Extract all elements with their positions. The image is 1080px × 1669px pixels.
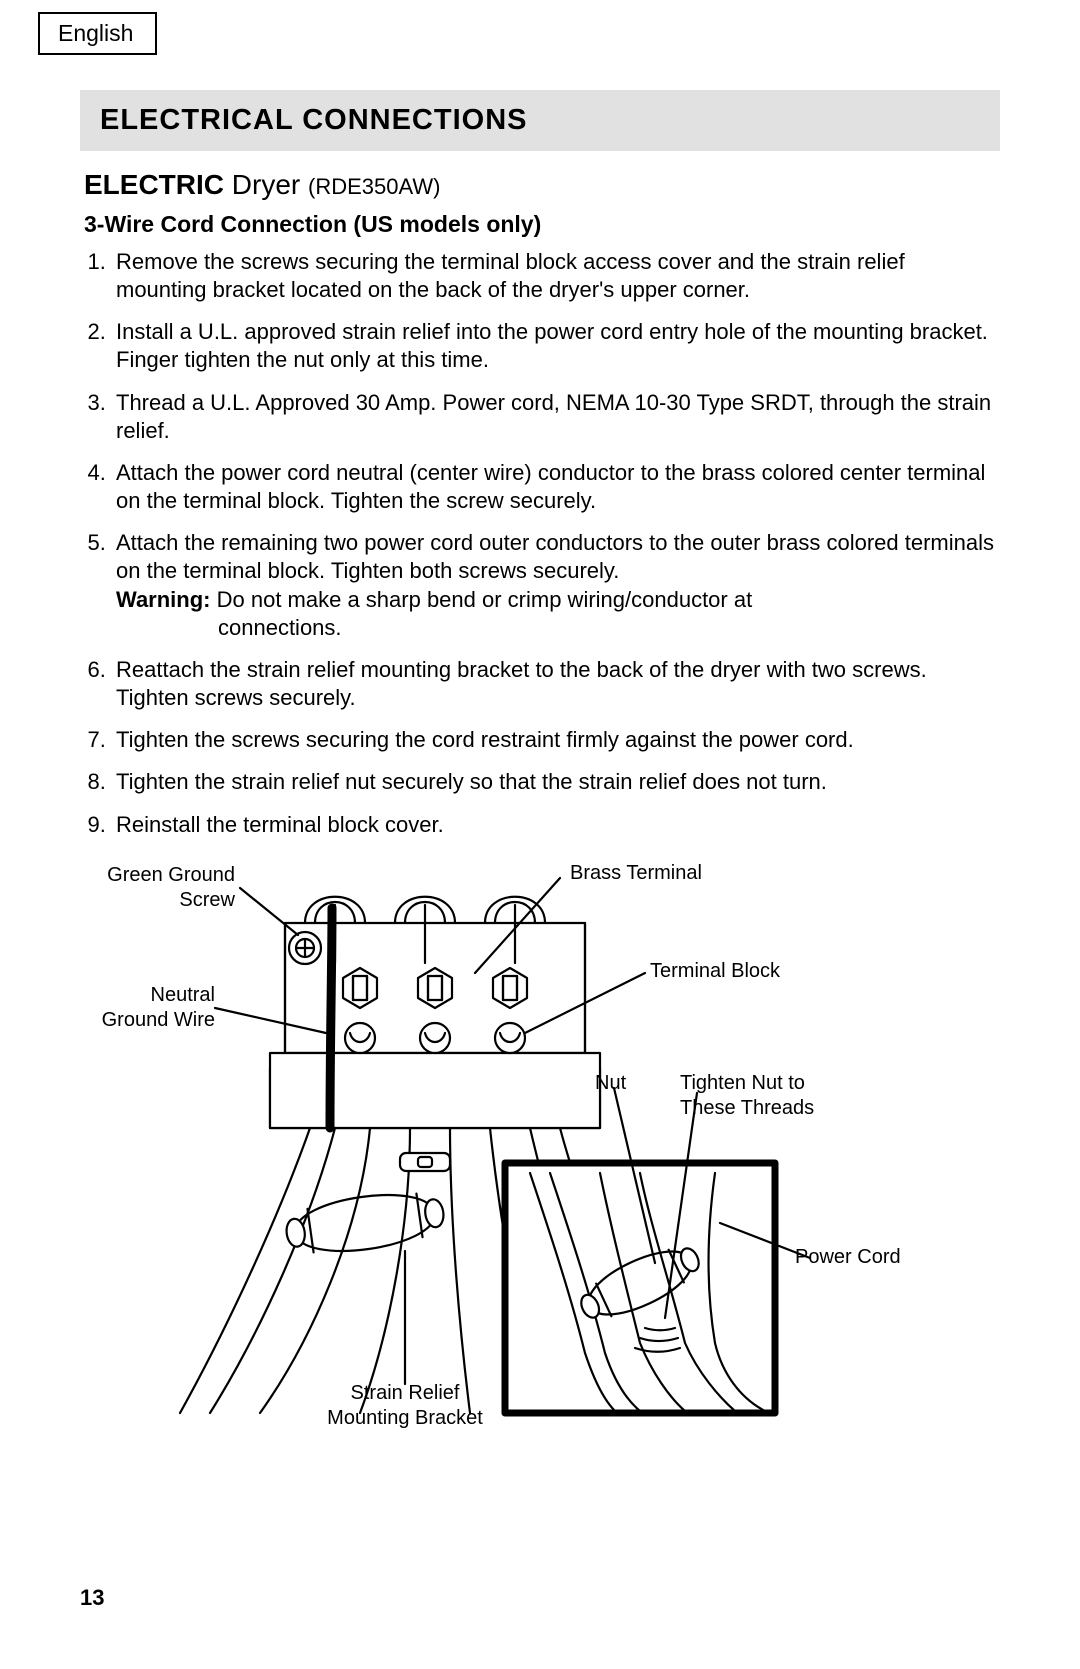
step-6: Reattach the strain relief mounting brac… [112,656,1000,712]
language-tab: English [38,12,157,55]
warning-text-2: connections. [116,614,1000,642]
label-terminal-block: Terminal Block [650,959,780,984]
step-2: Install a U.L. approved strain relief in… [112,318,1000,374]
wiring-diagram: Green Ground Screw Neutral Ground Wire B… [80,853,1000,1433]
subsubheading: 3-Wire Cord Connection (US models only) [84,211,1000,238]
step-3: Thread a U.L. Approved 30 Amp. Power cor… [112,389,1000,445]
warning-text-1: Do not make a sharp bend or crimp wiring… [211,587,753,612]
warning-label: Warning: [116,587,211,612]
step-8: Tighten the strain relief nut securely s… [112,768,1000,796]
step-4: Attach the power cord neutral (center wi… [112,459,1000,515]
page-number: 13 [80,1585,104,1611]
label-tighten-nut: Tighten Nut to These Threads [680,1071,814,1121]
step-9: Reinstall the terminal block cover. [112,811,1000,839]
step-5: Attach the remaining two power cord oute… [112,529,1000,642]
page-container: English ELECTRICAL CONNECTIONS ELECTRIC … [0,0,1080,1669]
subhead-model: (RDE350AW) [308,174,440,199]
label-strain-relief: Strain Relief Mounting Bracket [305,1381,505,1431]
diagram-svg [80,853,1000,1433]
instruction-list: Remove the screws securing the terminal … [84,248,1000,839]
section-banner: ELECTRICAL CONNECTIONS [80,90,1000,151]
label-green-ground: Green Ground Screw [85,863,235,913]
step-7: Tighten the screws securing the cord res… [112,726,1000,754]
label-brass-terminal: Brass Terminal [570,861,702,886]
step-5-main: Attach the remaining two power cord oute… [116,530,994,583]
language-label: English [58,20,133,46]
label-power-cord: Power Cord [795,1245,901,1270]
step-1: Remove the screws securing the terminal … [112,248,1000,304]
label-nut: Nut [595,1071,626,1096]
subhead-electric: ELECTRIC [84,169,224,200]
subheading: ELECTRIC Dryer (RDE350AW) [84,169,1000,201]
label-neutral-ground: Neutral Ground Wire [85,983,215,1033]
subhead-dryer: Dryer [232,169,300,200]
